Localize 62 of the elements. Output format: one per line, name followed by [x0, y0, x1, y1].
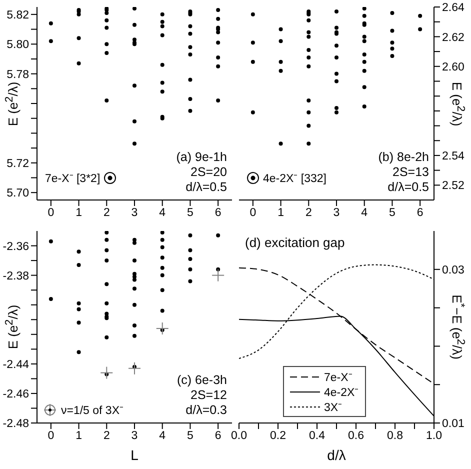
- annotation: 2S=13: [392, 165, 429, 179]
- x-tick-label: 0.4: [309, 430, 326, 442]
- annotation: (c) 6e-3h: [176, 373, 227, 388]
- x-tick-label: 0: [250, 207, 256, 220]
- y2-tick-label: 2.64: [442, 2, 465, 14]
- x-tick-label: 1: [278, 207, 284, 220]
- x-tick-label: 0.6: [348, 430, 364, 442]
- legend-label: ν=1/5 of 3X⁻: [61, 404, 124, 417]
- y2-tick-label: 2.54: [442, 150, 465, 163]
- x-tick-label: 1.0: [426, 430, 442, 442]
- x-tick-label: 5: [187, 430, 194, 442]
- x-tick-label: 1: [76, 207, 82, 220]
- y-tick-label: -2.38: [2, 270, 29, 282]
- annotation: (a) 9e-1h: [175, 150, 227, 165]
- x-tick-label: 2: [305, 207, 312, 220]
- x-tick-label: 4: [361, 207, 368, 220]
- x-axis-title: d/λ: [327, 447, 346, 463]
- x-tick-label: 6: [416, 207, 424, 220]
- y-tick-label: 5.80: [6, 39, 29, 52]
- y-tick-label: -2.48: [2, 418, 29, 430]
- x-tick-label: 0.8: [387, 430, 403, 442]
- x-tick-label: 2: [103, 207, 110, 220]
- y-tick-label: 5.82: [6, 10, 29, 22]
- x-tick-label: 0.2: [270, 430, 286, 442]
- x-tick-label: 0.0: [231, 430, 247, 442]
- annotation: d/λ=0.5: [186, 180, 227, 194]
- annotation: 2S=12: [190, 388, 227, 403]
- y-tick-label: -2.36: [2, 240, 29, 253]
- annotation: d/λ=0.3: [186, 403, 227, 417]
- x-tick-label: 5: [389, 207, 396, 220]
- y-tick-label: -2.46: [2, 388, 29, 401]
- y2-tick-label: 2.62: [442, 32, 464, 44]
- legend-label: 4e-2X⁻: [324, 386, 359, 399]
- y-tick-label: 5.70: [6, 188, 29, 200]
- y2-tick-label: 2.60: [442, 61, 464, 74]
- x-tick-label: 0: [48, 207, 54, 220]
- y2-tick-label: 0.01: [442, 418, 464, 430]
- y-tick-label: 5.78: [6, 68, 29, 81]
- x-tick-label: 0: [48, 430, 54, 442]
- y-tick-label: 5.72: [6, 158, 29, 170]
- x-tick-label: 6: [214, 430, 222, 442]
- legend-label: 3X⁻: [324, 401, 342, 414]
- annotation: (d) excitation gap: [245, 235, 345, 250]
- x-tick-label: 5: [187, 207, 194, 220]
- annotation: d/λ=0.5: [388, 180, 429, 194]
- y2-tick-label: 0.03: [442, 264, 464, 276]
- x-tick-label: 4: [159, 430, 166, 442]
- x-tick-label: 6: [214, 207, 222, 220]
- x-tick-label: 3: [131, 430, 138, 442]
- annotation: 4e-2X⁻ [332]: [263, 172, 326, 185]
- x-tick-label: 4: [159, 207, 166, 220]
- x-tick-label: 3: [333, 207, 340, 220]
- annotation: 2S=20: [190, 165, 227, 179]
- x-tick-label: 1: [76, 430, 82, 442]
- annotation: 7e-X⁻ [3*2]: [45, 172, 100, 185]
- x-tick-label: 2: [103, 430, 110, 442]
- annotation: (b) 8e-2h: [377, 150, 429, 165]
- legend-label: 7e-X⁻: [324, 371, 352, 384]
- y2-tick-label: 2.52: [442, 180, 464, 192]
- x-axis-title: L: [130, 447, 138, 463]
- x-tick-label: 3: [131, 207, 138, 220]
- y-tick-label: -2.44: [2, 359, 30, 372]
